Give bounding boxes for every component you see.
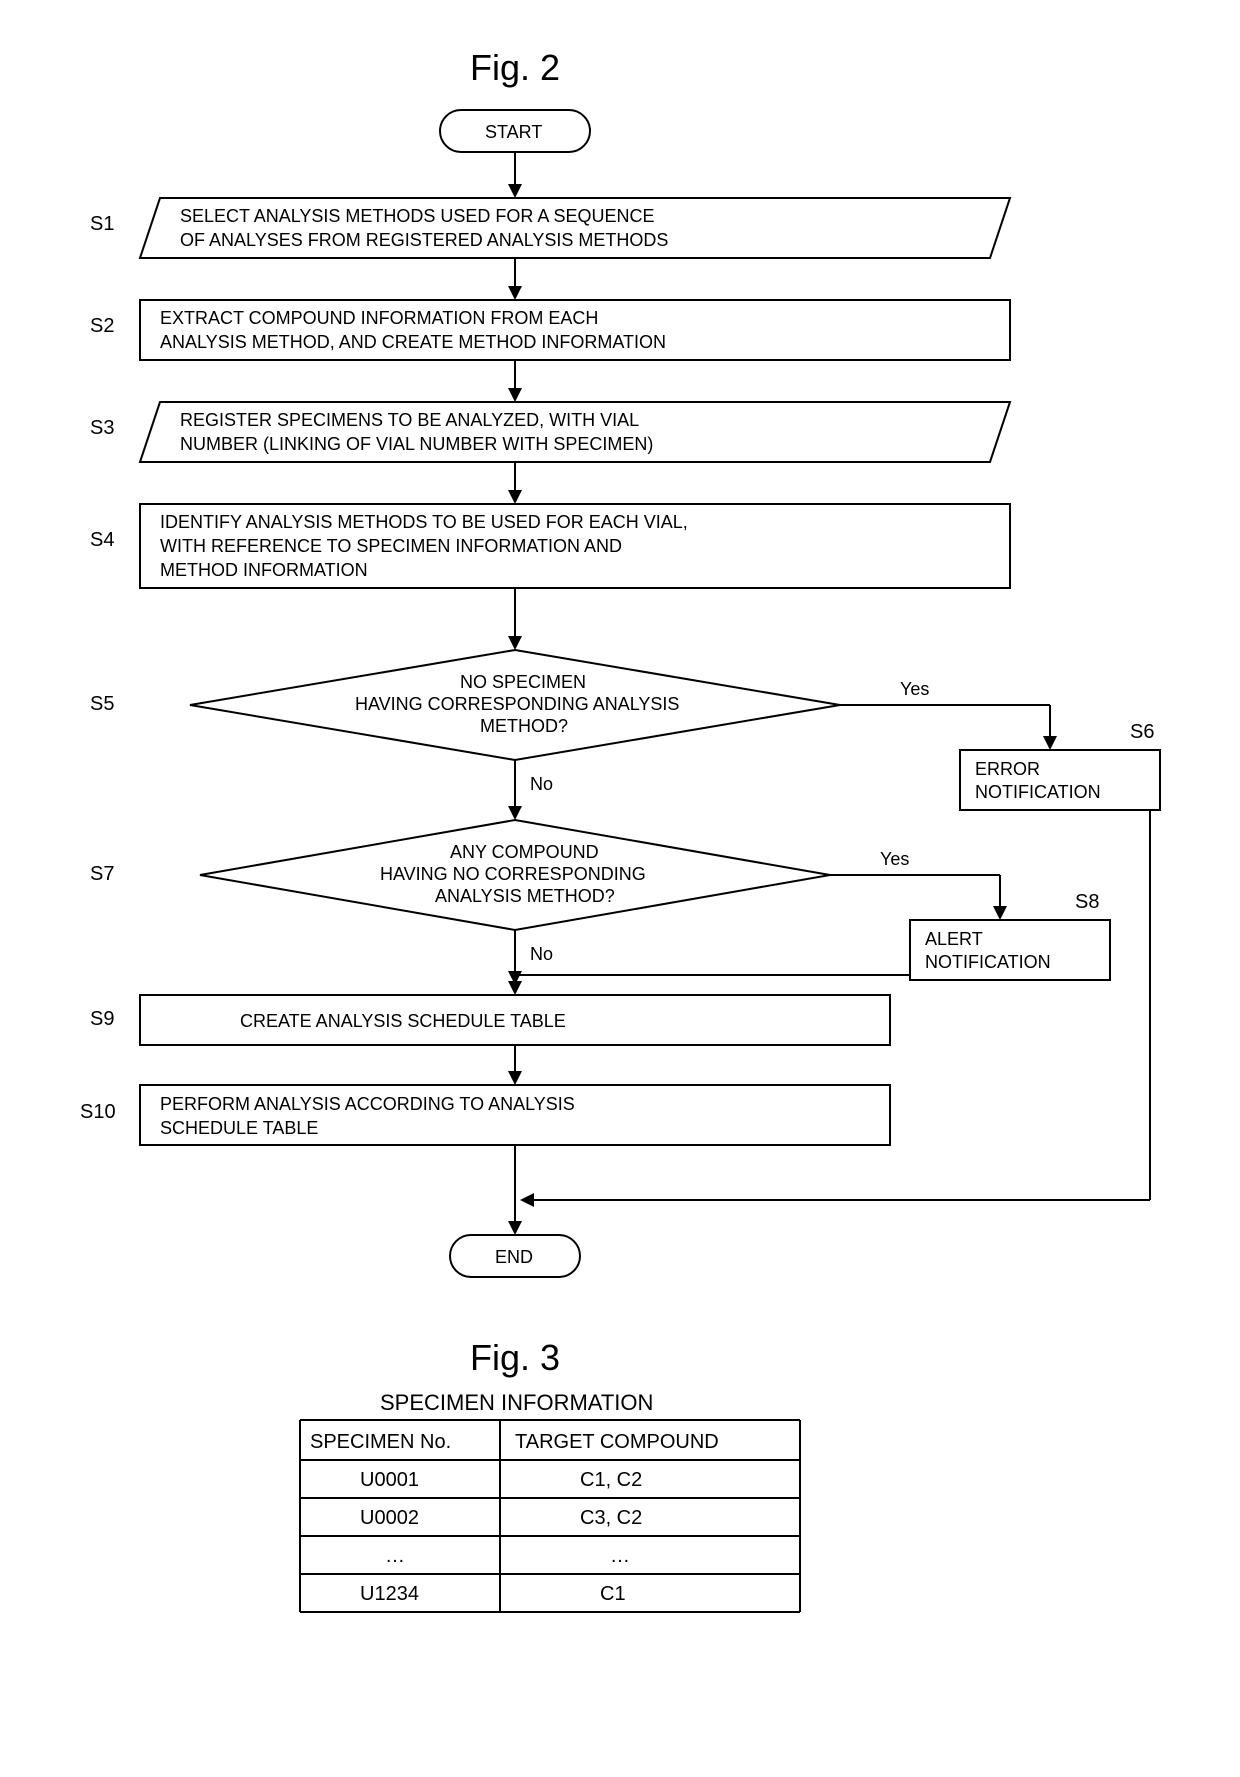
s4-text2: WITH REFERENCE TO SPECIMEN INFORMATION A… (160, 536, 622, 556)
fig3-caption: SPECIMEN INFORMATION (380, 1390, 653, 1415)
td-r2c2: C3, C2 (580, 1507, 642, 1529)
diagram-canvas: Fig. 2 START S1 SELECT ANALYSIS METHODS … (0, 0, 1240, 1777)
step-s3: S3 REGISTER SPECIMENS TO BE ANALYZED, WI… (90, 402, 1010, 462)
end-terminal: END (450, 1235, 580, 1277)
fig2-title: Fig. 2 (470, 47, 560, 88)
s4-text1: IDENTIFY ANALYSIS METHODS TO BE USED FOR… (160, 512, 688, 532)
td-r4c1: U1234 (360, 1583, 419, 1605)
s8-text2: NOTIFICATION (925, 952, 1051, 972)
td-r3c1: … (385, 1545, 405, 1567)
fig3-title: Fig. 3 (470, 1337, 560, 1378)
step-s8: S8 ALERT NOTIFICATION (910, 891, 1110, 980)
s5-text3: METHOD? (480, 716, 568, 736)
s2-label: S2 (90, 315, 114, 337)
s8-label: S8 (1075, 891, 1099, 913)
s6-text2: NOTIFICATION (975, 782, 1101, 802)
s5-text2: HAVING CORRESPONDING ANALYSIS (355, 694, 679, 714)
s1-text1: SELECT ANALYSIS METHODS USED FOR A SEQUE… (180, 206, 654, 226)
s5-no: No (530, 774, 553, 794)
s1-text2: OF ANALYSES FROM REGISTERED ANALYSIS MET… (180, 230, 668, 250)
step-s5: S5 NO SPECIMEN HAVING CORRESPONDING ANAL… (90, 650, 840, 760)
s7-text2: HAVING NO CORRESPONDING (380, 864, 646, 884)
s5-label: S5 (90, 693, 114, 715)
s8-text1: ALERT (925, 929, 983, 949)
step-s10: S10 PERFORM ANALYSIS ACCORDING TO ANALYS… (80, 1085, 890, 1145)
s7-no: No (530, 944, 553, 964)
start-label: START (485, 122, 542, 142)
td-r1c2: C1, C2 (580, 1469, 642, 1491)
specimen-table: SPECIMEN No. TARGET COMPOUND U0001 C1, C… (300, 1420, 800, 1612)
step-s1: S1 SELECT ANALYSIS METHODS USED FOR A SE… (90, 198, 1010, 258)
s1-label: S1 (90, 213, 114, 235)
th-target: TARGET COMPOUND (515, 1431, 719, 1453)
td-r4c2: C1 (600, 1583, 626, 1605)
s4-label: S4 (90, 529, 114, 551)
s7-text1: ANY COMPOUND (450, 842, 599, 862)
step-s4: S4 IDENTIFY ANALYSIS METHODS TO BE USED … (90, 504, 1010, 588)
s10-label: S10 (80, 1101, 116, 1123)
td-r3c2: … (610, 1545, 630, 1567)
s10-text1: PERFORM ANALYSIS ACCORDING TO ANALYSIS (160, 1094, 575, 1114)
s5-text1: NO SPECIMEN (460, 672, 586, 692)
step-s2: S2 EXTRACT COMPOUND INFORMATION FROM EAC… (90, 300, 1010, 360)
s3-text2: NUMBER (LINKING OF VIAL NUMBER WITH SPEC… (180, 434, 653, 454)
end-label: END (495, 1247, 533, 1267)
s7-label: S7 (90, 863, 114, 885)
s5-yes: Yes (900, 679, 929, 699)
s9-text1: CREATE ANALYSIS SCHEDULE TABLE (240, 1011, 566, 1031)
s6-label: S6 (1130, 721, 1154, 743)
th-specimen: SPECIMEN No. (310, 1431, 451, 1453)
s6-text1: ERROR (975, 759, 1040, 779)
s7-yes: Yes (880, 849, 909, 869)
step-s7: S7 ANY COMPOUND HAVING NO CORRESPONDING … (90, 820, 830, 930)
s9-label: S9 (90, 1008, 114, 1030)
td-r1c1: U0001 (360, 1469, 419, 1491)
s2-text1: EXTRACT COMPOUND INFORMATION FROM EACH (160, 308, 598, 328)
s4-text3: METHOD INFORMATION (160, 560, 368, 580)
step-s6: S6 ERROR NOTIFICATION (960, 721, 1160, 810)
s10-text2: SCHEDULE TABLE (160, 1118, 318, 1138)
s7-text3: ANALYSIS METHOD? (435, 886, 615, 906)
s3-text1: REGISTER SPECIMENS TO BE ANALYZED, WITH … (180, 410, 639, 430)
s2-text2: ANALYSIS METHOD, AND CREATE METHOD INFOR… (160, 332, 666, 352)
step-s9: S9 CREATE ANALYSIS SCHEDULE TABLE (90, 995, 890, 1045)
start-terminal: START (440, 110, 590, 152)
td-r2c1: U0002 (360, 1507, 419, 1529)
s3-label: S3 (90, 417, 114, 439)
